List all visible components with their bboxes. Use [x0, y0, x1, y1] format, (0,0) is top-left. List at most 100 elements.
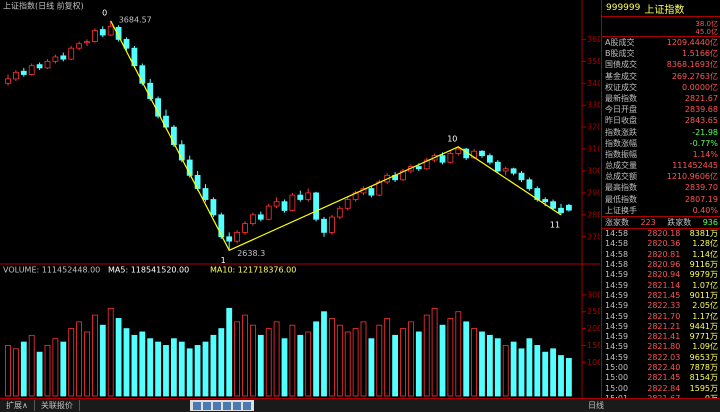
stat-row: B股成交 1.5166亿 — [602, 48, 720, 59]
stat-label: 基金成交 — [605, 71, 637, 81]
candle-body — [510, 168, 517, 174]
stat-value: 2843.65 — [684, 116, 718, 126]
candle-body — [423, 159, 430, 170]
volume-bar — [502, 345, 509, 397]
trade-cell: 2820.94 — [647, 270, 681, 280]
trade-cell: 15:00 — [605, 383, 629, 393]
stat-label: 最新指数 — [605, 93, 637, 103]
volume-bar — [479, 331, 485, 397]
y-tick-label: 10000 — [587, 358, 600, 367]
footer: 扩展∧ 关联报价 日线 — [0, 398, 720, 412]
trade-cell: 2821.80 — [647, 342, 681, 352]
trade-cell: 9116万 — [689, 260, 719, 270]
stat-row: 今日开盘 2839.68 — [602, 104, 720, 115]
volume-bar — [76, 321, 82, 397]
candle-body — [526, 179, 533, 189]
volume-bar — [249, 324, 256, 397]
volume-bar — [123, 328, 130, 397]
trade-cell: 9441万 — [689, 321, 719, 331]
volume-bar — [392, 334, 399, 397]
wave-label: 10 — [447, 134, 457, 143]
trade-cell: 14:59 — [605, 280, 629, 290]
candle-body — [281, 201, 288, 211]
wave-label: 11 — [550, 220, 560, 229]
stat-value: 1209.4440亿 — [666, 38, 718, 47]
candle-body — [518, 172, 525, 181]
volume-bar — [226, 307, 233, 397]
trade-cell: 7878万 — [689, 363, 719, 373]
candle-body — [234, 231, 241, 242]
candle-body — [99, 29, 106, 36]
volume-bar — [558, 355, 564, 397]
candle-body — [494, 161, 501, 172]
volume-bar — [289, 324, 296, 397]
volume-bar — [550, 348, 556, 397]
trade-cell: 8381万 — [689, 229, 719, 239]
volume-bar — [92, 314, 98, 397]
quote-header: 999999 上证指数 — [602, 0, 720, 17]
stat-row: 指数振幅 1.14% — [602, 149, 720, 160]
trade-cell: 14:58 — [605, 249, 629, 259]
volume-bar — [400, 328, 406, 397]
tab[interactable]: 扩展∧ — [0, 400, 35, 411]
trade-row: 14:58 2820.36 1.28亿 — [602, 239, 720, 249]
value: 936 — [702, 218, 718, 227]
bar-label: 38.0亿 — [695, 20, 718, 28]
stat-label: 总成交额 — [605, 172, 637, 182]
candle-body — [5, 78, 11, 84]
trade-cell: 2820.36 — [647, 239, 681, 249]
volume-bar — [439, 324, 446, 397]
trade-cell: 14:59 — [605, 270, 629, 280]
trade-cell: 9771万 — [689, 332, 719, 342]
volume-bar — [423, 314, 430, 397]
y-tick-label: 2800 — [587, 210, 600, 219]
stat-value: -21.98 — [692, 127, 718, 137]
trade-cell: 1.14亿 — [692, 249, 719, 259]
stat-row: A股成交 1209.4440亿 — [602, 37, 720, 48]
volume-bar — [60, 341, 67, 397]
trade-cell: 1.28亿 — [692, 239, 719, 249]
stat-value: 0.0000亿 — [682, 82, 718, 92]
stat-label: 最低指数 — [605, 194, 637, 204]
tab[interactable]: 关联报价 — [35, 400, 80, 411]
volume-bar — [384, 318, 391, 397]
candle-body — [305, 192, 312, 200]
trades: 14:58 2820.18 8381万 14:58 2820.36 1.28亿 14:58 2… — [602, 229, 720, 404]
chart: 上证指数(日线 前复权) VOLUME: 111452448.00 MA5: 1… — [0, 0, 600, 398]
period[interactable]: 日线 — [588, 401, 604, 410]
trade-cell: 2822.40 — [647, 363, 681, 373]
volume-bar — [234, 321, 241, 397]
ime-bar — [189, 400, 254, 411]
candle-body — [28, 65, 35, 75]
stat-label: 总成交量 — [605, 161, 637, 171]
y-tick-label: 3300 — [587, 101, 600, 110]
candle-body — [400, 170, 406, 181]
trade-cell: 2820.96 — [647, 260, 681, 270]
candle-body — [60, 55, 67, 60]
volume-legend: VOLUME: 111452448.00 — [3, 266, 100, 275]
stat-value: 1.14% — [692, 149, 718, 159]
trade-cell: 14:59 — [605, 301, 629, 311]
volume-bar — [155, 341, 162, 397]
stat-row: 权证成交 0.0000亿 — [602, 82, 720, 93]
stat-value: 8368.1693亿 — [666, 60, 718, 70]
trade-cell: 14:58 — [605, 260, 629, 270]
volume-bar — [431, 307, 438, 397]
trade-cell: 1.07亿 — [692, 280, 719, 290]
volume-bar — [463, 321, 470, 397]
volume-bar — [518, 348, 525, 397]
breadth: 涨家数 223 跌家数 936 — [602, 216, 720, 230]
stat-row: 最高指数 2839.70 — [602, 182, 720, 193]
trade-cell: 2821.45 — [647, 290, 681, 300]
candle-body — [542, 199, 549, 203]
price-label: 2638.3 — [237, 249, 265, 258]
trade-cell: 1.09亿 — [692, 342, 719, 352]
candle-body — [20, 70, 27, 75]
code: 999999 — [606, 3, 641, 13]
trade-cell: 15:00 — [605, 373, 629, 383]
candle-body — [84, 41, 90, 44]
trade-row: 14:59 2821.45 9011万 — [602, 291, 720, 301]
volume-bar — [415, 331, 422, 397]
volume-bar — [471, 328, 478, 397]
